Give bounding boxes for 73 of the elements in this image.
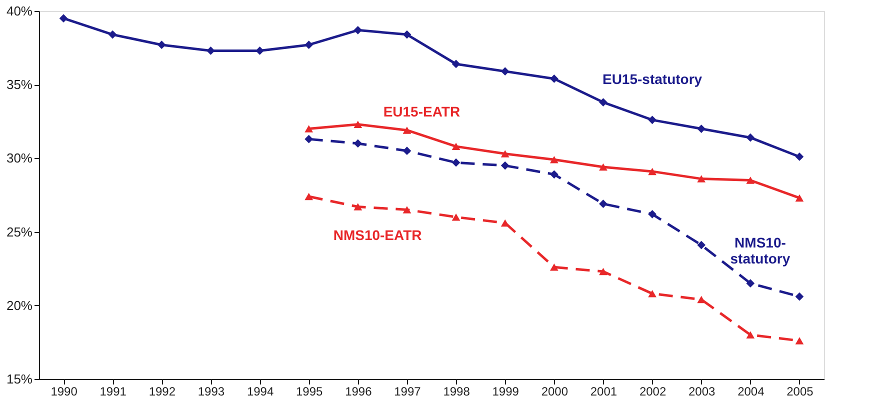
point [402, 206, 412, 214]
point [304, 40, 314, 50]
point [599, 200, 608, 208]
point [452, 142, 460, 150]
y-tick-label: 35% [6, 77, 33, 92]
point [452, 213, 460, 221]
point [354, 26, 362, 34]
x-tick-label: 1996 [345, 384, 372, 398]
x-tick-label: 2005 [786, 384, 814, 398]
point [157, 40, 166, 50]
x-tick-label: 1991 [100, 384, 127, 398]
y-tick-label: 40% [6, 4, 33, 18]
point [550, 156, 558, 164]
point [500, 150, 510, 158]
point [795, 337, 804, 344]
point [795, 152, 804, 161]
point [648, 290, 656, 298]
x-tick-label: 1990 [50, 384, 78, 398]
series-label: EU15-statutory [602, 71, 702, 88]
point [500, 67, 510, 76]
point [550, 264, 558, 271]
x-tick-label: 2002 [639, 384, 666, 398]
point [746, 279, 755, 288]
point [256, 46, 264, 55]
point [648, 210, 656, 218]
point [108, 30, 117, 39]
x-tick-label: 2003 [688, 384, 716, 398]
point [697, 240, 706, 250]
point [795, 292, 804, 301]
point [452, 158, 460, 167]
x-tick-label: 2001 [590, 384, 618, 398]
point [402, 146, 412, 156]
point [304, 192, 314, 200]
point [452, 60, 460, 68]
point [304, 134, 314, 144]
point [746, 176, 755, 184]
x-tick-label: 2000 [541, 384, 568, 398]
y-tick-label: 30% [6, 150, 33, 166]
point [648, 168, 656, 176]
y-tick-label: 25% [6, 224, 33, 240]
x-tick-label: 1993 [198, 384, 225, 398]
point [697, 124, 706, 133]
x-tick-label: 1994 [246, 384, 274, 398]
point [402, 126, 412, 134]
point [550, 74, 558, 83]
point [599, 98, 608, 106]
point [304, 125, 314, 132]
x-tick-label: 2004 [738, 384, 765, 398]
x-tick-label: 1999 [492, 384, 520, 398]
x-tick-label: 1998 [443, 384, 470, 398]
point [500, 161, 510, 170]
point [354, 120, 362, 128]
series-label: NMS10-statutory [730, 234, 790, 267]
x-tick-label: 1992 [148, 384, 176, 398]
y-tick-label: 20% [6, 298, 33, 313]
point [354, 139, 362, 148]
point [599, 163, 608, 171]
series-label: EU15-EATR [383, 104, 460, 120]
point [59, 14, 68, 23]
point [746, 133, 755, 142]
x-tick-label: 1997 [394, 384, 422, 398]
point [746, 331, 755, 338]
point [697, 175, 706, 182]
point [795, 194, 804, 202]
point [402, 30, 412, 39]
point [206, 46, 215, 55]
x-tick-label: 1995 [296, 384, 324, 398]
series-label: NMS10-EATR [333, 227, 422, 244]
y-tick-label: 15% [6, 372, 33, 386]
point [550, 170, 558, 179]
point [354, 203, 362, 210]
point [599, 268, 608, 276]
point [648, 116, 656, 124]
